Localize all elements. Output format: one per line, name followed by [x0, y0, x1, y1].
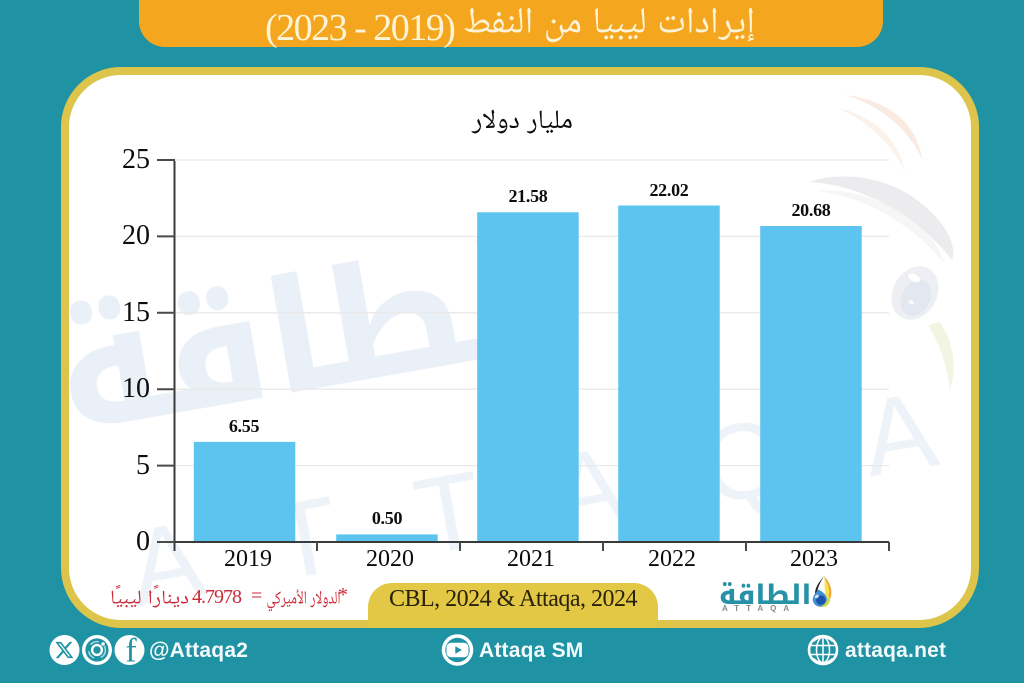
svg-text:f: f	[125, 633, 137, 670]
